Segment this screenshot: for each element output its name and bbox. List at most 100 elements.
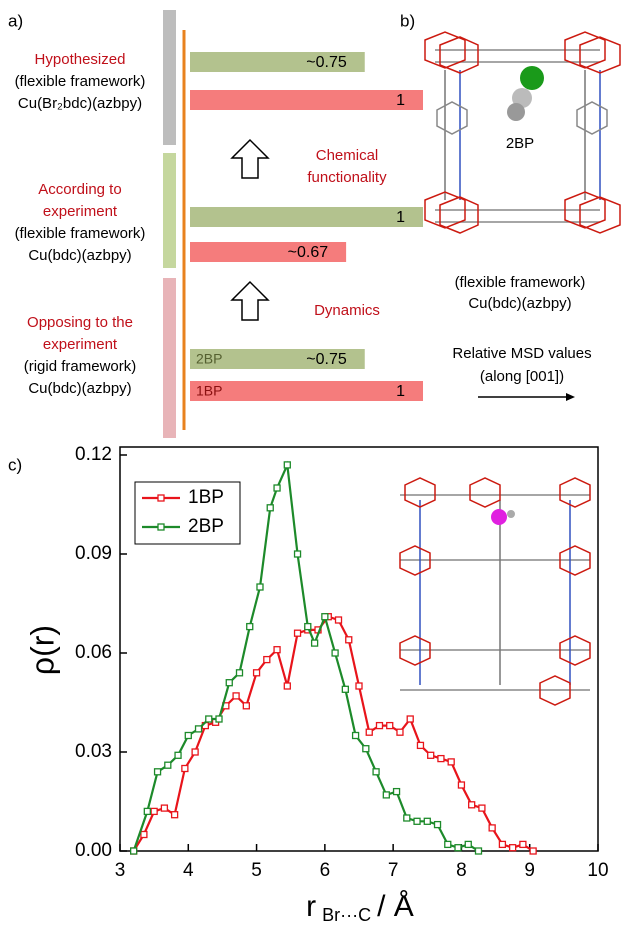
- marker: [305, 624, 311, 630]
- marker: [175, 752, 181, 758]
- x-label-subscript: Br···C: [322, 905, 371, 925]
- group-detail: Cu(bdc)(azbpy): [28, 380, 131, 397]
- marker: [445, 841, 451, 847]
- marker: [274, 485, 280, 491]
- marker: [397, 729, 403, 735]
- marker: [476, 848, 482, 854]
- marker: [435, 822, 441, 828]
- panel-label: b): [400, 11, 415, 30]
- axis-note: Relative MSD values: [452, 345, 591, 362]
- up-arrow: [232, 140, 268, 178]
- value-label: 1: [396, 383, 405, 400]
- x-tick-label: 8: [456, 860, 467, 881]
- annotation: Chemical: [316, 147, 379, 164]
- structure-caption: (flexible framework): [455, 274, 586, 291]
- annotation: functionality: [307, 169, 387, 186]
- value-label: 1: [396, 92, 405, 109]
- marker: [151, 808, 157, 814]
- marker: [373, 769, 379, 775]
- group-title: Hypothesized: [35, 51, 126, 68]
- marker: [247, 624, 253, 630]
- y-tick-label: 0.03: [75, 741, 112, 762]
- y-tick-label: 0.00: [75, 840, 112, 861]
- marker: [448, 759, 454, 765]
- page: a) Hypothesized (flexible framework) Cu(Br₂…: [0, 0, 637, 925]
- marker: [295, 551, 301, 557]
- marker: [284, 462, 290, 468]
- marker: [243, 703, 249, 709]
- marker: [267, 505, 273, 511]
- group-detail: (flexible framework): [15, 225, 146, 242]
- marker: [172, 812, 178, 818]
- x-tick-label: 3: [115, 860, 126, 881]
- inset-structure: [400, 478, 590, 705]
- group-detail: Cu(Br₂bdc)(azbpy): [18, 95, 142, 112]
- marker: [144, 808, 150, 814]
- marker: [520, 841, 526, 847]
- bar: [190, 207, 423, 227]
- marker: [233, 693, 239, 699]
- marker: [131, 848, 137, 854]
- legend-label: 1BP: [188, 487, 224, 508]
- value-label: ~0.75: [306, 54, 347, 71]
- marker: [376, 723, 382, 729]
- x-label-unit: / Å: [377, 890, 414, 923]
- marker: [458, 782, 464, 788]
- marker: [353, 733, 359, 739]
- marker: [414, 818, 420, 824]
- marker: [465, 841, 471, 847]
- group-band: [163, 278, 176, 438]
- marker: [424, 818, 430, 824]
- marker: [366, 729, 372, 735]
- marker: [342, 686, 348, 692]
- group-title: Opposing to the: [27, 314, 133, 331]
- x-tick-label: 4: [183, 860, 194, 881]
- marker: [322, 614, 328, 620]
- marker: [428, 752, 434, 758]
- group-title: According to: [38, 181, 121, 198]
- figure: a) Hypothesized (flexible framework) Cu(Br₂…: [0, 0, 637, 925]
- guest-label: 2BP: [506, 135, 534, 152]
- marker: [254, 670, 260, 676]
- bar: [190, 381, 423, 401]
- series-name: 1BP: [196, 383, 222, 399]
- marker: [284, 683, 290, 689]
- marker: [455, 845, 461, 851]
- marker: [257, 584, 263, 590]
- marker: [438, 756, 444, 762]
- marker: [182, 766, 188, 772]
- marker: [226, 680, 232, 686]
- group-band: [163, 10, 176, 145]
- y-tick-label: 0.06: [75, 642, 112, 663]
- y-axis-label: ρ(r): [24, 625, 60, 675]
- value-label: ~0.67: [288, 244, 329, 261]
- series-name: 2BP: [196, 351, 222, 367]
- panel-label: c): [8, 455, 22, 474]
- group-detail: (rigid framework): [24, 358, 137, 375]
- marker: [264, 657, 270, 663]
- annotation: Dynamics: [314, 302, 380, 319]
- panel-label: a): [8, 11, 23, 30]
- marker: [356, 683, 362, 689]
- marker: [185, 733, 191, 739]
- legend-marker: [158, 524, 164, 530]
- x-tick-label: 9: [524, 860, 535, 881]
- marker: [383, 792, 389, 798]
- framework-structure: [425, 32, 620, 233]
- x-tick-label: 6: [320, 860, 331, 881]
- group-title: experiment: [43, 203, 118, 220]
- marker: [332, 650, 338, 656]
- x-tick-label: 7: [388, 860, 399, 881]
- marker: [237, 670, 243, 676]
- marker: [206, 716, 212, 722]
- marker: [155, 769, 161, 775]
- msd-arrow-head: [566, 393, 575, 401]
- marker: [394, 789, 400, 795]
- y-tick-label: 0.12: [75, 444, 112, 465]
- marker: [274, 647, 280, 653]
- axis-note: (along [001]): [480, 368, 564, 385]
- marker: [407, 716, 413, 722]
- y-tick-label: 0.09: [75, 543, 112, 564]
- x-tick-label: 10: [587, 860, 608, 881]
